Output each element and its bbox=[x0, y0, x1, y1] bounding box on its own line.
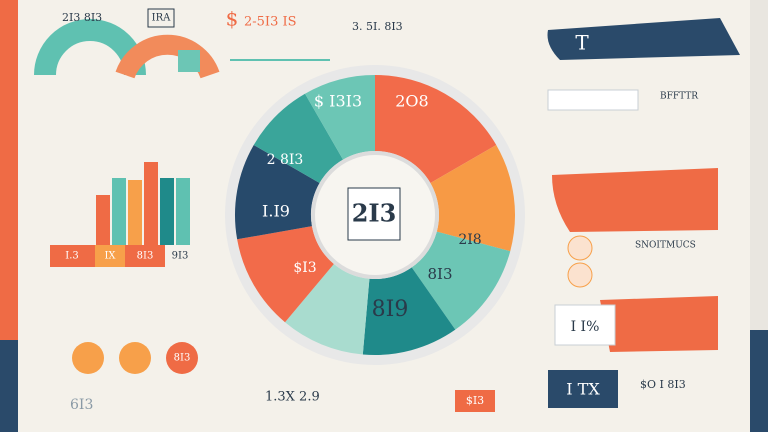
right-heading: BFFTTR bbox=[660, 92, 698, 102]
segment-label: $ I3I3 bbox=[314, 92, 362, 111]
right-card-bg bbox=[600, 296, 718, 352]
wheel bbox=[234, 75, 515, 355]
right-list: SNOITMUCS bbox=[635, 241, 696, 251]
center-card bbox=[347, 187, 401, 241]
segment-label: 2O8 bbox=[395, 92, 428, 111]
bar-label: I.3 bbox=[65, 251, 79, 262]
wheel-center-value: 2I3 bbox=[352, 199, 397, 228]
icon bbox=[178, 50, 200, 72]
wheel-segment bbox=[285, 264, 370, 355]
footer-price: $I3 bbox=[466, 394, 484, 407]
wheel-segment bbox=[237, 226, 334, 323]
label-pill bbox=[50, 245, 95, 267]
wheel-segment bbox=[375, 75, 497, 183]
segment-label: 8I3 bbox=[427, 265, 452, 283]
icon bbox=[567, 235, 593, 261]
icon bbox=[567, 262, 593, 288]
left-strip-bottom bbox=[0, 340, 18, 432]
price: 2-5I3 IS bbox=[244, 15, 297, 30]
bar-label: 9I3 bbox=[172, 251, 189, 262]
bar-label: IX bbox=[104, 251, 116, 262]
segment-label: 2 8I3 bbox=[267, 152, 304, 168]
price-pill bbox=[455, 390, 495, 412]
bar bbox=[112, 178, 126, 245]
bar-group bbox=[50, 162, 190, 267]
left-strip bbox=[0, 0, 18, 340]
bar bbox=[96, 195, 110, 245]
wheel-segment bbox=[411, 231, 511, 330]
bar bbox=[160, 178, 174, 245]
key-box bbox=[547, 89, 639, 111]
currency: $ bbox=[226, 7, 239, 31]
wheel-segment bbox=[430, 145, 515, 252]
right-strip bbox=[750, 0, 768, 330]
circle-label: 8I3 bbox=[174, 353, 191, 364]
footer-left: 6I3 bbox=[70, 397, 93, 413]
right-strip-bottom bbox=[750, 330, 768, 432]
bottom-right: $O I 8I3 bbox=[640, 378, 686, 391]
circle bbox=[119, 342, 151, 374]
right-banner bbox=[552, 168, 718, 232]
left-title: 2I3 8I3 bbox=[62, 11, 102, 24]
wheel-segment bbox=[362, 267, 456, 355]
bar bbox=[128, 180, 142, 245]
banner-letter: T bbox=[575, 31, 589, 55]
bar bbox=[144, 162, 158, 245]
tag: IRA bbox=[152, 13, 171, 24]
top-center: 3. 5I. 8I3 bbox=[352, 20, 403, 33]
tag-box bbox=[147, 8, 175, 28]
box-value: I TX bbox=[566, 380, 600, 399]
segment-label: 2I8 bbox=[458, 232, 481, 248]
segment-label: 8I9 bbox=[372, 297, 409, 322]
gauges bbox=[34, 19, 220, 79]
card-value: I I% bbox=[571, 319, 600, 335]
wheel-segment bbox=[253, 93, 343, 183]
bar-label: 8I3 bbox=[137, 251, 154, 262]
circle bbox=[166, 342, 198, 374]
value-box bbox=[548, 370, 618, 408]
circle bbox=[72, 342, 104, 374]
footer-center: 1.3X 2.9 bbox=[265, 390, 320, 405]
segment-label: I.I9 bbox=[262, 202, 290, 221]
banner bbox=[547, 18, 740, 60]
wheel-segment bbox=[305, 75, 375, 160]
label-pill bbox=[95, 245, 125, 267]
bar bbox=[176, 178, 190, 245]
label-pill bbox=[125, 245, 165, 267]
gauge bbox=[115, 34, 220, 79]
wheel-segment bbox=[234, 145, 320, 240]
segment-label: $I3 bbox=[293, 260, 316, 276]
card bbox=[554, 304, 616, 346]
